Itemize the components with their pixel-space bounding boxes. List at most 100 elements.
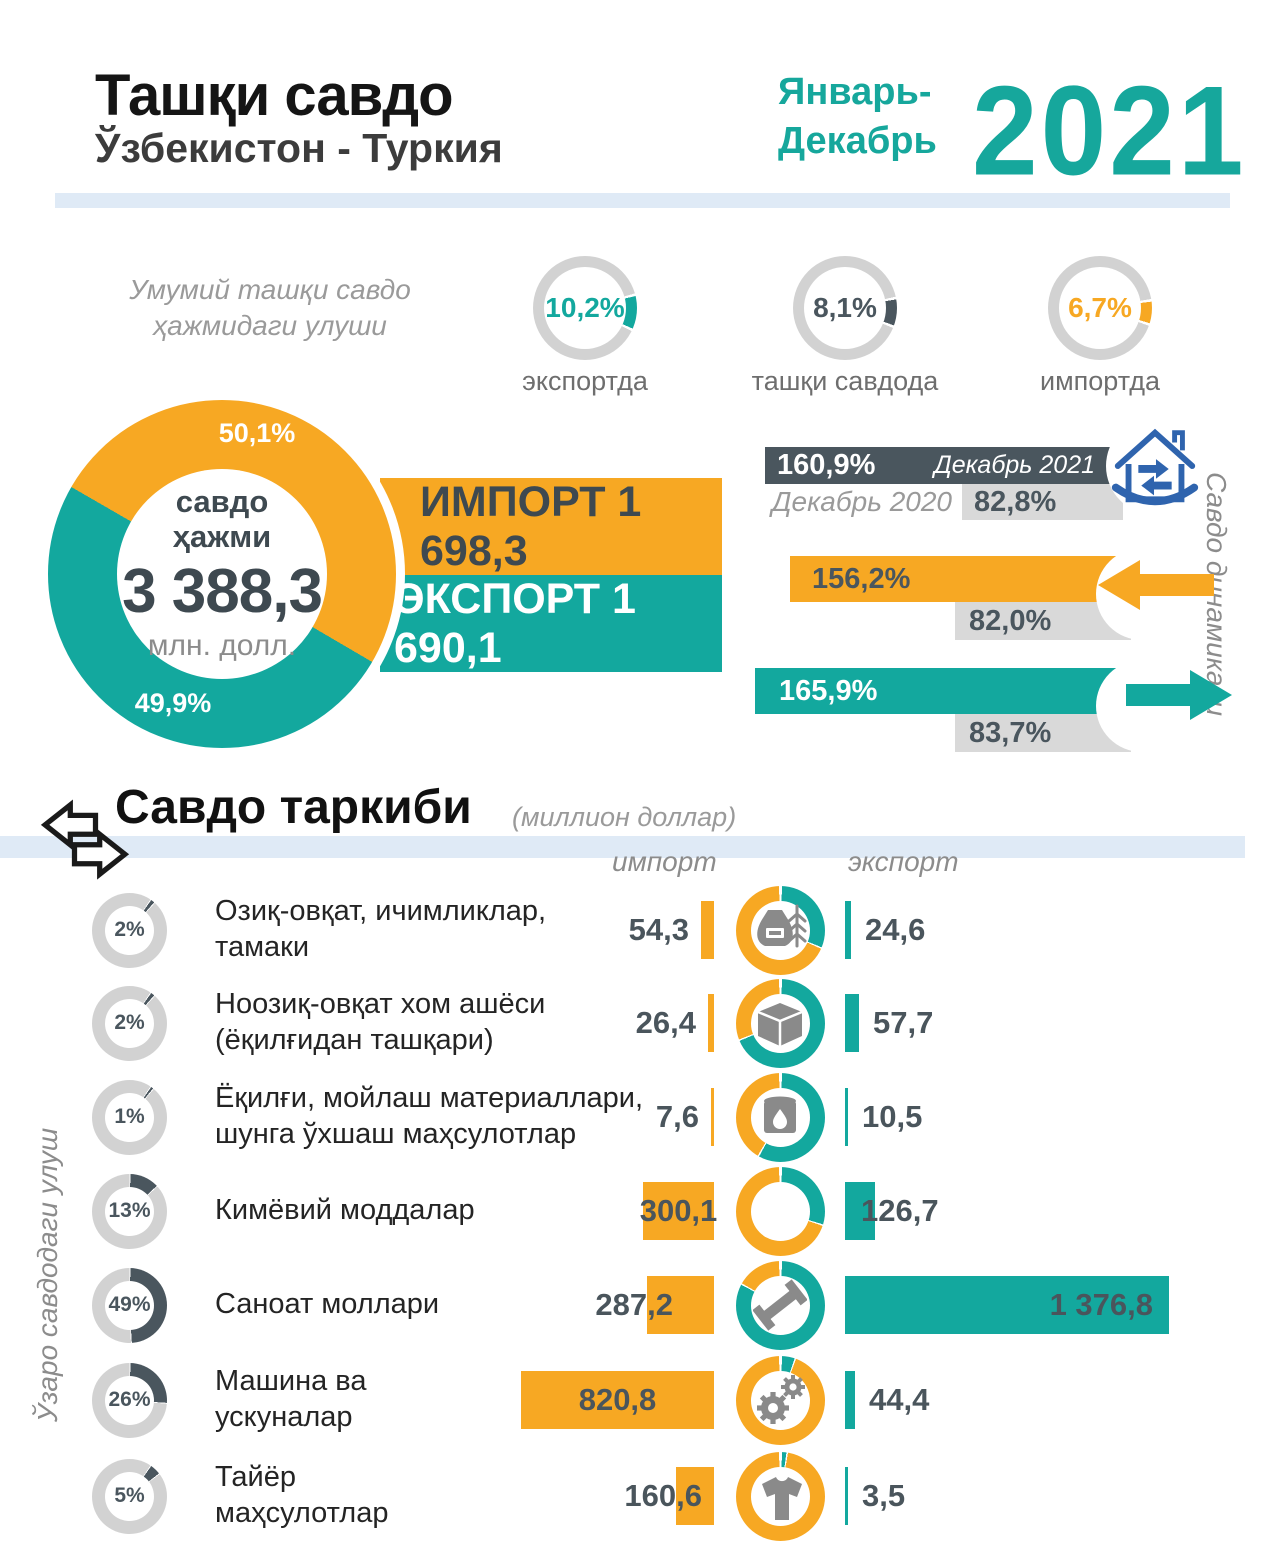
share-percent: 5% <box>114 1484 145 1507</box>
gauge-hole: 8,1% <box>804 267 886 349</box>
export-share-label: 49,9% <box>134 688 212 718</box>
share-gauge-1: 10,2% <box>533 256 637 360</box>
import-cell: 160,6 <box>500 1449 714 1544</box>
composition-row-7: 5% Тайёр маҳсулотлар 160,6 3,5 <box>0 1449 1280 1544</box>
import-value: 820,8 <box>578 1382 657 1417</box>
share-donut-hole: 26% <box>105 1375 154 1425</box>
category-icon-ring <box>736 1260 825 1350</box>
import-value: 54,3 <box>628 912 689 947</box>
dynamics-export-bar-2021: 165,9% <box>755 668 1130 714</box>
share-donut: 49% <box>92 1267 167 1343</box>
share-donut-hole: 1% <box>105 1092 154 1142</box>
export-cell: 126,7 <box>845 1164 1245 1259</box>
share-donut: 2% <box>92 892 167 968</box>
share-percent: 1% <box>114 1105 145 1128</box>
trade-volume-total: 3 388,3 <box>122 557 323 627</box>
exchange-arrows-icon <box>40 799 130 880</box>
share-gauge-2: 8,1% <box>793 256 897 360</box>
chemistry-flask-icon <box>761 1186 799 1238</box>
gauge-value: 10,2% <box>545 292 625 323</box>
dec-2020-label-wrap: Декабрь 2020 <box>740 484 952 520</box>
import-cell: 287,2 <box>500 1258 714 1353</box>
import-bar <box>647 1276 714 1334</box>
house-exchange-icon <box>1111 428 1199 506</box>
dec-2020-label: Декабрь 2020 <box>771 486 952 517</box>
import-value: 287,2 <box>595 1287 673 1322</box>
export-bar <box>845 1182 875 1240</box>
dec-2021-label: Декабрь 2021 <box>934 451 1095 479</box>
share-percent: 13% <box>108 1199 151 1222</box>
share-percent: 2% <box>114 1011 145 1034</box>
category-icon-ring <box>736 1166 825 1256</box>
composition-title: Савдо таркиби <box>115 781 472 834</box>
steel-beam-icon <box>753 1278 807 1331</box>
composition-underline <box>0 836 1245 858</box>
import-bar <box>708 994 714 1052</box>
composition-row-3: 1% Ёқилғи, мойлаш материаллари, шунга ўхш… <box>0 1070 1280 1165</box>
export-value: 1 376,8 <box>1049 1287 1153 1322</box>
box-icon <box>757 1002 803 1046</box>
import-bar <box>711 1088 714 1146</box>
composition-row-6: 26% Машина ва ускуналар 820,8 44,4 <box>0 1353 1280 1448</box>
category-label: Саноат моллари <box>215 1288 440 1321</box>
house-icon-circle <box>1106 417 1204 515</box>
category-label: Тайёр маҳсулотлар <box>215 1461 389 1529</box>
import-share-label: 50,1% <box>218 418 296 448</box>
import-cell: 300,1 <box>500 1164 717 1259</box>
gauge-label: ташқи савдода <box>751 366 939 396</box>
share-donut-hole: 13% <box>105 1186 154 1236</box>
year-label: 2021 <box>972 60 1247 203</box>
import-bar <box>676 1467 714 1525</box>
export-cell: 10,5 <box>845 1070 1245 1165</box>
share-donut: 13% <box>92 1173 167 1249</box>
import-value: 26,4 <box>635 1005 696 1040</box>
export-volume-label: ЭКСПОРТ 1 690,1 <box>394 574 636 672</box>
page-title: Ташқи савдо <box>95 63 454 128</box>
export-value: 10,5 <box>862 1099 923 1134</box>
export-cell: 24,6 <box>845 883 1245 978</box>
fuel-barrel-icon <box>764 1096 796 1133</box>
composition-row-5: 49% Саноат моллари 287,2 1 376,8 <box>0 1258 1280 1353</box>
import-volume-label: ИМПОРТ 1 698,3 <box>420 477 642 575</box>
category-icon-ring <box>736 1451 825 1541</box>
import-bar <box>643 1182 714 1240</box>
export-cell: 57,7 <box>845 976 1245 1071</box>
trade-volume-center: савдо ҳажми 3 388,3 млн. долл. <box>117 469 327 679</box>
category-icon-ring <box>736 1355 825 1445</box>
import-value: 160,6 <box>624 1478 702 1513</box>
dynamics-import-bar-2020: 82,0% <box>955 602 1131 640</box>
export-volume-bar: ЭКСПОРТ 1 690,1 <box>380 575 722 672</box>
header-block: Ташқи савдо Ўзбекистон - Туркия <box>95 62 503 172</box>
category-icon-ring <box>736 1072 825 1162</box>
import-value: 300,1 <box>639 1193 718 1228</box>
food-icon <box>757 904 807 947</box>
share-donut-hole: 49% <box>105 1280 154 1330</box>
share-donut: 5% <box>92 1458 167 1534</box>
icon-ring-hole <box>751 1181 810 1241</box>
share-percent: 2% <box>114 918 145 941</box>
import-cell: 54,3 <box>500 883 714 978</box>
export-cell: 3,5 <box>845 1449 1245 1544</box>
import-bar <box>521 1371 714 1429</box>
import-value: 7,6 <box>655 1099 699 1134</box>
dynamics-import-bar-2021: 156,2% <box>790 556 1130 602</box>
gauge-hole: 10,2% <box>544 267 626 349</box>
composition-row-2: 2% Ноозиқ-овқат хом ашёси (ёқилғидан ташқ… <box>0 976 1280 1071</box>
header-underline <box>55 193 1230 208</box>
category-label: Машина ва ускуналар <box>215 1365 367 1433</box>
export-bar <box>845 994 859 1052</box>
gauge-label: импортда <box>1040 366 1160 396</box>
gears-icon <box>757 1374 805 1424</box>
gauge-label: экспортда <box>522 366 648 396</box>
export-bar <box>845 1371 855 1429</box>
category-label: Озиқ-овқат, ичимликлар, тамаки <box>215 895 547 963</box>
category-label: Ноозиқ-овқат хом ашёси (ёқилғидан ташқар… <box>215 988 546 1056</box>
export-value: 126,7 <box>861 1193 939 1228</box>
share-donut: 2% <box>92 985 167 1061</box>
composition-subtitle: (миллион доллар) <box>512 802 737 832</box>
category-label: Кимёвий моддалар <box>215 1194 475 1227</box>
gauge-hole: 6,7% <box>1059 267 1141 349</box>
gauge-value: 8,1% <box>813 292 877 323</box>
trade-volume-donut: савдо ҳажми 3 388,3 млн. долл. <box>39 391 405 757</box>
